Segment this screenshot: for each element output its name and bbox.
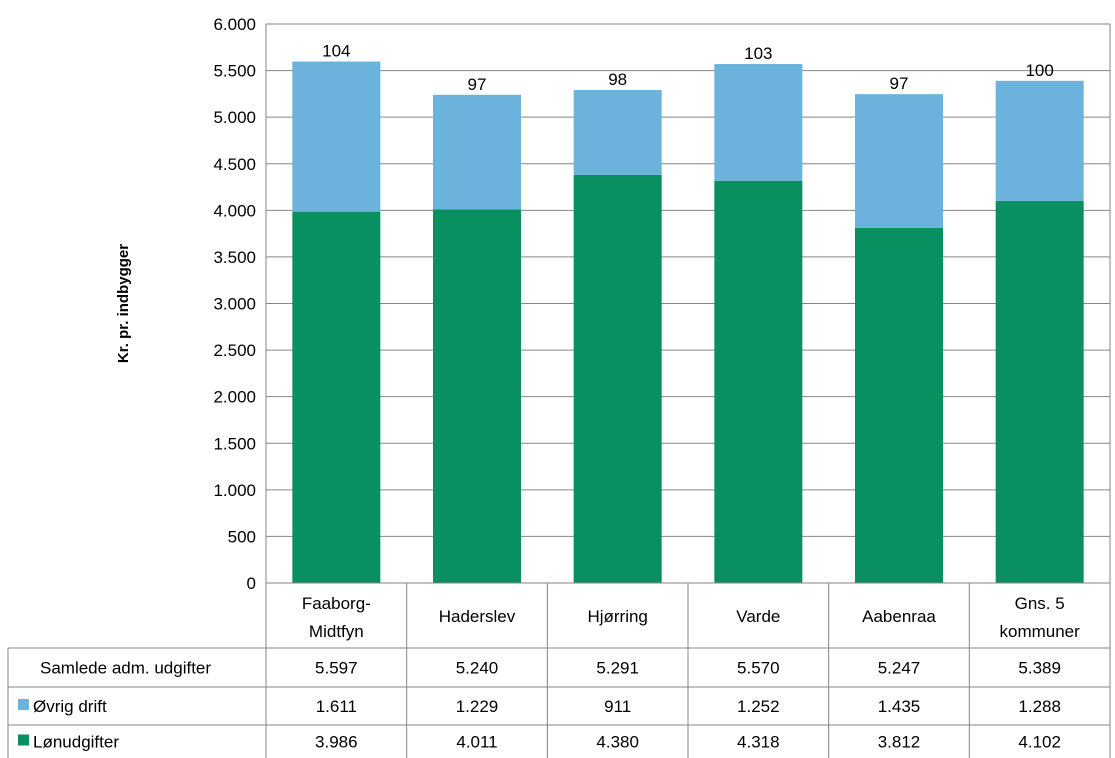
x-category-label: Haderslev xyxy=(439,607,516,626)
table-row-label-total: Samlede adm. udgifter xyxy=(40,659,211,678)
bar-ovrig-drift xyxy=(995,80,1084,201)
y-tick-label: 0 xyxy=(247,574,256,593)
y-tick-label: 3.500 xyxy=(213,248,256,267)
bar-ovrig-drift xyxy=(292,61,381,212)
table-cell-total: 5.291 xyxy=(596,659,639,678)
table-cell-total: 5.247 xyxy=(878,659,921,678)
legend-key-ovrig-drift xyxy=(18,699,29,710)
bar-index-label: 97 xyxy=(890,74,909,93)
table-cell-ovrig-drift: 1.229 xyxy=(456,697,499,716)
table-cell-ovrig-drift: 1.288 xyxy=(1018,697,1061,716)
y-tick-label: 1.500 xyxy=(213,434,256,453)
bar-lonudgifter xyxy=(714,180,803,583)
bar-ovrig-drift xyxy=(714,64,803,181)
bar-lonudgifter xyxy=(292,211,381,583)
table-cell-lonudgifter: 3.812 xyxy=(878,733,921,752)
table-cell-ovrig-drift: 1.435 xyxy=(878,697,921,716)
bar-lonudgifter xyxy=(433,209,521,583)
x-category-label: Faaborg- xyxy=(302,594,371,613)
bar-index-label: 100 xyxy=(1025,61,1053,80)
table-cell-total: 5.240 xyxy=(456,659,499,678)
legend-label-lonudgifter: Lønudgifter xyxy=(33,733,119,752)
y-tick-label: 6.000 xyxy=(213,15,256,34)
y-tick-label: 1.000 xyxy=(213,481,256,500)
bar-index-label: 97 xyxy=(468,75,487,94)
bar-lonudgifter xyxy=(995,200,1084,584)
table-cell-lonudgifter: 4.011 xyxy=(456,733,497,752)
bar-lonudgifter xyxy=(855,227,943,583)
y-tick-label: 2.000 xyxy=(213,388,256,407)
x-category-label: Midtfyn xyxy=(309,622,364,641)
bar-index-label: 103 xyxy=(744,44,772,63)
bar-ovrig-drift xyxy=(433,94,521,210)
table-cell-lonudgifter: 4.318 xyxy=(737,733,780,752)
table-cell-ovrig-drift: 1.611 xyxy=(316,697,357,716)
x-category-label: kommuner xyxy=(1000,622,1081,641)
x-category-label: Varde xyxy=(736,607,780,626)
y-tick-label: 2.500 xyxy=(213,341,256,360)
y-tick-label: 4.000 xyxy=(213,201,256,220)
y-tick-label: 3.000 xyxy=(213,295,256,314)
table-cell-lonudgifter: 3.986 xyxy=(315,733,358,752)
table-cell-total: 5.389 xyxy=(1018,659,1061,678)
y-axis-label: Kr. pr. indbygger xyxy=(115,244,132,363)
table-cell-total: 5.570 xyxy=(737,659,780,678)
bar-index-label: 98 xyxy=(608,70,627,89)
y-tick-label: 5.000 xyxy=(213,108,256,127)
x-category-label: Hjørring xyxy=(587,607,647,626)
x-category-label: Gns. 5 xyxy=(1015,594,1065,613)
table-cell-lonudgifter: 4.102 xyxy=(1018,733,1061,752)
y-tick-label: 500 xyxy=(228,527,256,546)
bar-index-label: 104 xyxy=(322,42,350,61)
table-cell-ovrig-drift: 911 xyxy=(604,697,631,716)
y-tick-label: 4.500 xyxy=(213,155,256,174)
x-category-label: Aabenraa xyxy=(862,607,936,626)
bar-lonudgifter xyxy=(573,174,662,583)
legend-label-ovrig-drift: Øvrig drift xyxy=(33,697,107,716)
y-tick-label: 5.500 xyxy=(213,62,256,81)
table-cell-lonudgifter: 4.380 xyxy=(596,733,639,752)
table-cell-total: 5.597 xyxy=(315,659,358,678)
legend-key-lonudgifter xyxy=(18,734,29,746)
bar-ovrig-drift xyxy=(573,90,662,175)
table-cell-ovrig-drift: 1.252 xyxy=(737,697,780,716)
bar-ovrig-drift xyxy=(855,94,943,228)
